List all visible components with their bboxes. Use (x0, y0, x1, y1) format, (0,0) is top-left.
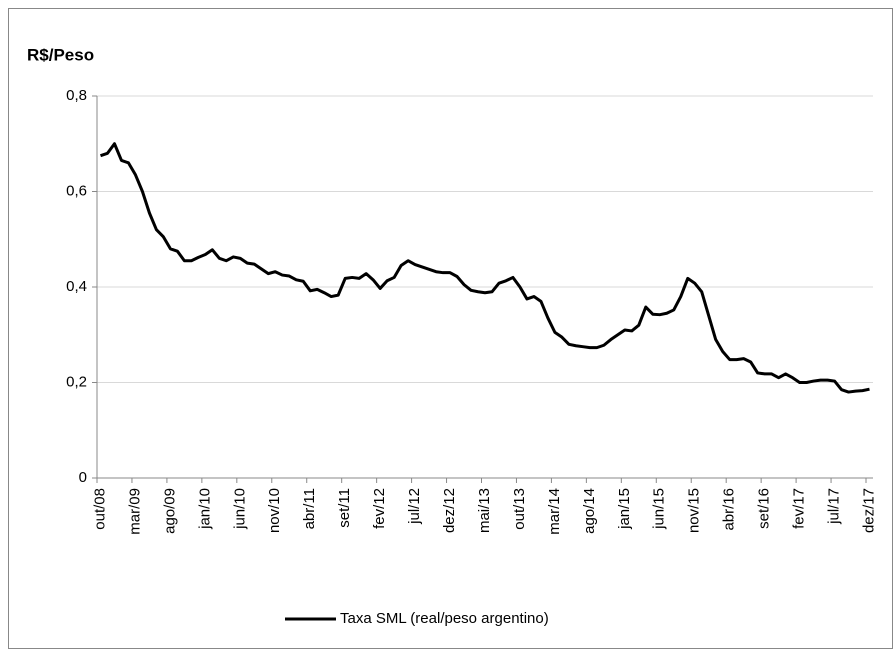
x-tick-label: out/13 (511, 488, 528, 530)
x-tick-label: fev/12 (371, 488, 388, 529)
x-tick-label: jul/12 (406, 488, 423, 525)
chart-frame (8, 8, 893, 649)
x-tick-label: mar/09 (126, 488, 143, 535)
x-tick-label: set/16 (756, 488, 773, 529)
x-tick-label: ago/09 (161, 488, 178, 534)
x-tick-label: jan/10 (196, 488, 213, 530)
chart-title: R$/Peso (27, 45, 94, 64)
x-tick-label: abr/16 (721, 488, 738, 531)
x-tick-label: jul/17 (826, 488, 843, 525)
x-tick-label: fev/17 (791, 488, 808, 529)
series-line (100, 142, 870, 394)
y-tick-label: 0,4 (66, 278, 87, 295)
x-tick-label: jan/15 (616, 488, 633, 530)
x-tick-label: jun/15 (651, 488, 668, 530)
x-tick-label: nov/15 (686, 488, 703, 533)
y-tick-label: 0,6 (66, 182, 87, 199)
x-tick-label: dez/17 (860, 488, 877, 533)
x-tick-label: dez/12 (441, 488, 458, 533)
x-tick-label: jun/10 (231, 488, 248, 530)
x-tick-label: out/08 (91, 488, 108, 530)
y-tick-label: 0,2 (66, 373, 87, 390)
x-tick-label: nov/10 (266, 488, 283, 533)
legend-label: Taxa SML (real/peso argentino) (340, 610, 549, 627)
x-tick-label: abr/11 (301, 488, 318, 529)
x-tick-label: set/11 (336, 488, 353, 528)
y-tick-label: 0 (79, 469, 87, 486)
x-tick-label: mar/14 (546, 488, 563, 535)
x-tick-label: ago/14 (581, 488, 598, 534)
y-tick-label: 0,8 (66, 87, 87, 104)
x-tick-label: mai/13 (476, 488, 493, 533)
